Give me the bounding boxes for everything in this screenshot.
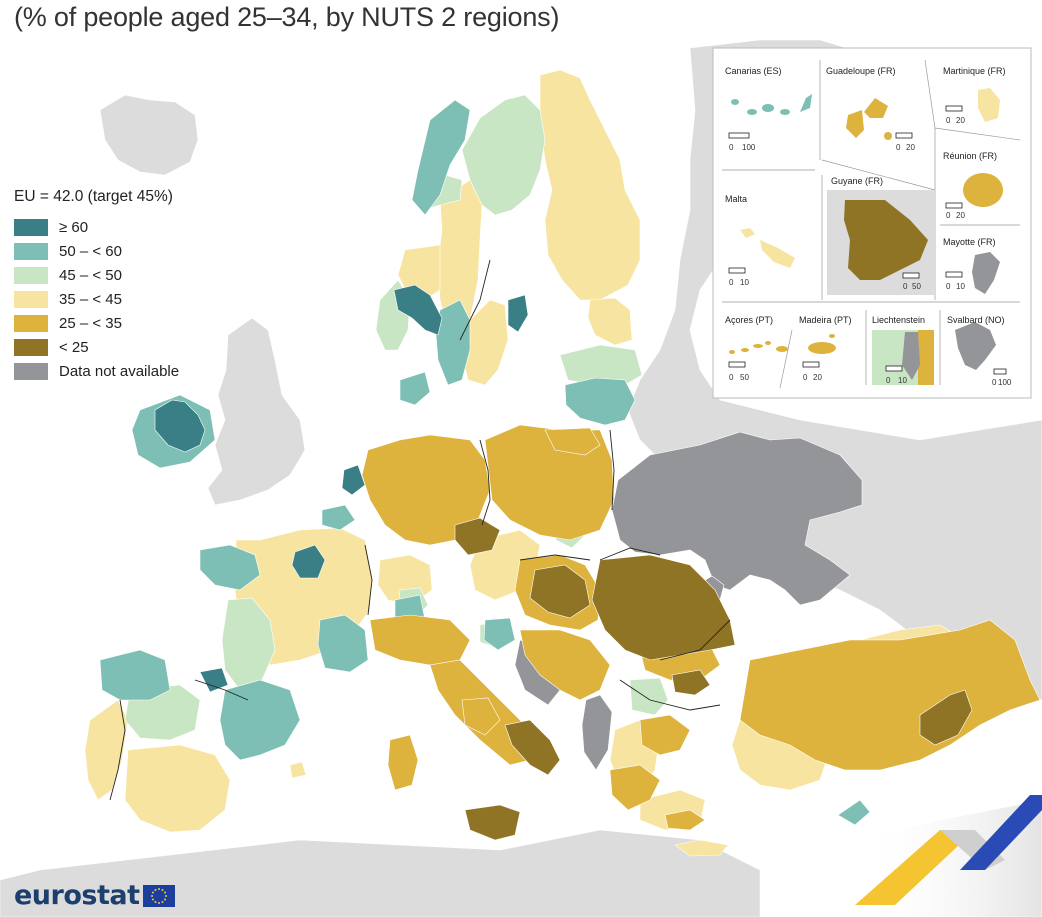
regions-lt-25 [454, 517, 973, 841]
regions-50-to-60 [99, 99, 871, 826]
inset-label-reunion: Réunion (FR) [943, 151, 997, 161]
inset-label-mayotte: Mayotte (FR) [943, 237, 996, 247]
inset-label-guyane: Guyane (FR) [831, 176, 883, 186]
legend-label-45-50: 45 – < 50 [59, 266, 122, 284]
inset-guyane-map [827, 190, 935, 295]
svg-text:50: 50 [912, 282, 921, 291]
svg-text:20: 20 [956, 211, 965, 220]
inset-liechtenstein-map [872, 330, 934, 385]
scale-bar-acores: 0 50 [728, 361, 749, 382]
regions-25-to-35 [361, 424, 1041, 831]
country-borders [109, 259, 731, 801]
legend-item-35-45: 35 – < 45 [14, 287, 179, 311]
inset-malta-map [740, 228, 795, 268]
inset-madeira-map [808, 334, 836, 354]
legend-item-no-data: Data not available [14, 359, 179, 383]
legend-item-ge-60: ≥ 60 [14, 215, 179, 239]
legend: EU = 42.0 (target 45%) ≥ 60 50 – < 60 45… [14, 188, 179, 383]
legend-item-45-50: 45 – < 50 [14, 263, 179, 287]
scale-bar-malta: 0 10 [728, 267, 749, 287]
legend-label-lt-25: < 25 [59, 338, 89, 356]
inset-martinique-map [978, 88, 1000, 122]
legend-swatch-50-60 [14, 242, 48, 260]
inset-label-liechtenstein: Liechtenstein [872, 315, 925, 325]
legend-item-25-35: 25 – < 35 [14, 311, 179, 335]
eu-flag-icon [142, 884, 175, 907]
legend-swatch-35-45 [14, 290, 48, 308]
svg-text:10: 10 [740, 278, 749, 287]
inset-label-svalbard: Svalbard (NO) [947, 315, 1005, 325]
scale-bar-svalbard: 0 100 [992, 368, 1012, 387]
legend-label-no-data: Data not available [59, 362, 180, 380]
inset-panel: Canarias (ES) Guadeloupe (FR) Martinique… [712, 47, 1032, 399]
inset-acores-map [729, 341, 788, 354]
svg-text:0: 0 [903, 282, 908, 291]
scale-bar-mayotte: 0 10 [945, 271, 965, 291]
legend-item-lt-25: < 25 [14, 335, 179, 359]
legend-label-ge-60: ≥ 60 [59, 218, 89, 236]
svg-text:10: 10 [898, 376, 907, 385]
svg-text:0: 0 [886, 376, 891, 385]
inset-label-madeira: Madeira (PT) [799, 315, 852, 325]
scale-bar-guadeloupe: 0 20 [895, 132, 915, 152]
legend-swatch-lt-25 [14, 338, 48, 356]
svg-text:0: 0 [803, 373, 808, 382]
logo-text: eurostat [14, 880, 140, 911]
corner-decoration [855, 795, 1042, 905]
legend-item-50-60: 50 – < 60 [14, 239, 179, 263]
page-title: (% of people aged 25–34, by NUTS 2 regio… [14, 2, 560, 32]
legend-label-50-60: 50 – < 60 [59, 242, 122, 260]
inset-label-malta: Malta [725, 194, 747, 204]
svg-text:20: 20 [813, 373, 822, 382]
legend-label-25-35: 25 – < 35 [59, 314, 122, 332]
svg-text:20: 20 [906, 143, 915, 152]
inset-svalbard-map [955, 322, 996, 370]
eurostat-logo: eurostat [14, 880, 175, 911]
legend-swatch-no-data [14, 362, 48, 380]
inset-label-martinique: Martinique (FR) [943, 66, 1006, 76]
inset-label-canarias: Canarias (ES) [725, 66, 782, 76]
scale-bar-madeira: 0 20 [802, 361, 822, 382]
scale-bar-canarias: 0 100 [728, 132, 756, 152]
legend-swatch-45-50 [14, 266, 48, 284]
svg-text:0: 0 [946, 116, 951, 125]
inset-reunion-map [963, 173, 1003, 207]
svg-text:100: 100 [998, 378, 1012, 387]
legend-label-35-45: 35 – < 45 [59, 290, 122, 308]
inset-label-acores: Açores (PT) [725, 315, 773, 325]
legend-title: EU = 42.0 (target 45%) [14, 188, 173, 205]
scale-bar-liechtenstein: 0 10 [885, 365, 907, 385]
svg-text:50: 50 [740, 373, 749, 382]
legend-swatch-ge-60 [14, 218, 48, 236]
svg-text:0: 0 [946, 211, 951, 220]
svg-text:0: 0 [729, 143, 734, 152]
svg-text:0: 0 [946, 282, 951, 291]
svg-text:20: 20 [956, 116, 965, 125]
inset-label-guadeloupe: Guadeloupe (FR) [826, 66, 896, 76]
svg-text:0: 0 [729, 373, 734, 382]
svg-text:0: 0 [729, 278, 734, 287]
legend-swatch-25-35 [14, 314, 48, 332]
inset-canarias-map [731, 94, 812, 115]
inset-guadeloupe-map [846, 98, 892, 140]
svg-text:0: 0 [896, 143, 901, 152]
scale-bar-reunion: 0 20 [945, 202, 965, 220]
svg-text:10: 10 [956, 282, 965, 291]
scale-bar-martinique: 0 20 [945, 105, 965, 125]
svg-text:0: 0 [992, 378, 997, 387]
regions-35-to-45 [84, 69, 966, 857]
svg-text:100: 100 [742, 143, 756, 152]
inset-mayotte-map [972, 252, 1000, 294]
scale-bar-guyane: 0 50 [902, 272, 921, 291]
